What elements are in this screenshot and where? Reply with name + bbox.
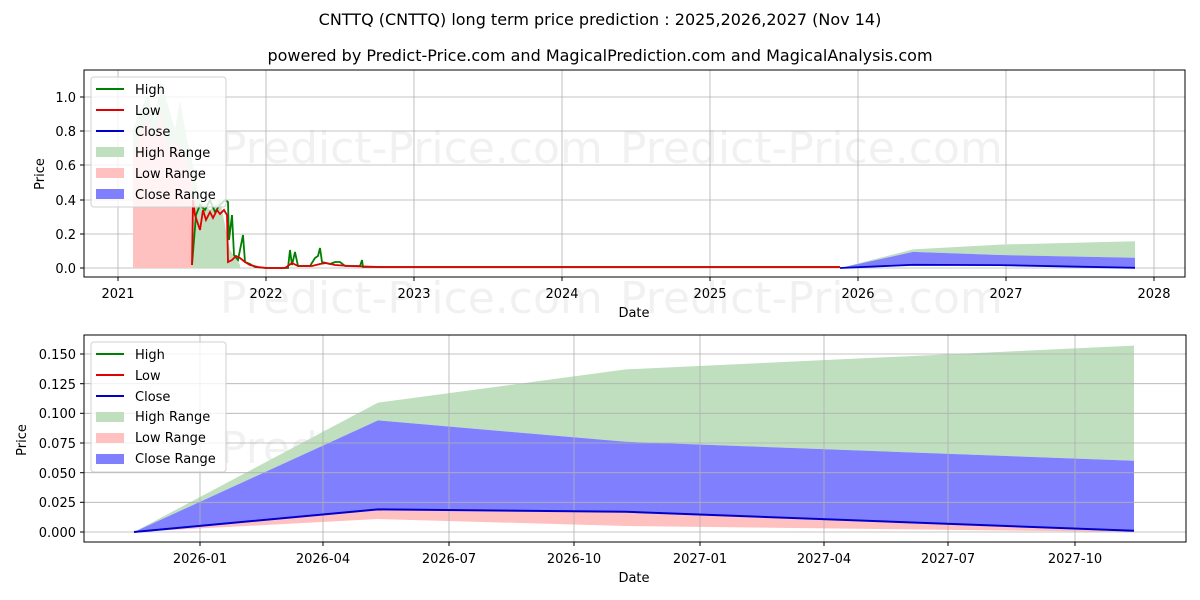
x-tick-label: 2026 (841, 287, 874, 302)
legend-close-range-label: Close Range (135, 188, 216, 203)
legend-close-range-label: Close Range (135, 452, 216, 467)
legend-low-label: Low (135, 104, 161, 119)
y-tick-label: 1.0 (55, 91, 76, 106)
y-tick-label: 0.125 (39, 378, 76, 393)
watermark: Predict-Price.com (220, 273, 603, 324)
x-tick-label: 2028 (1137, 287, 1170, 302)
legend-low-range-swatch (96, 168, 124, 178)
close-line (133, 508, 1135, 533)
legend-low-range-swatch (96, 433, 124, 443)
y-axis: 0.0 0.2 0.4 0.6 0.8 1.0 (55, 91, 84, 277)
legend: High Low Close High Range Low Range Clos… (90, 76, 227, 208)
x-tick-label: 2023 (397, 287, 430, 302)
x-axis: 2026-01 2026-04 2026-07 2026-10 2027-01 … (173, 542, 1102, 567)
x-tick-label: 2022 (249, 287, 282, 302)
x-tick-label: 2025 (693, 287, 726, 302)
x-tick-label: 2021 (101, 287, 134, 302)
y-tick-label: 0.0 (55, 262, 76, 277)
forecast-close-line (839, 263, 1136, 269)
low-line (191, 199, 840, 269)
y-tick-label: 0.8 (55, 125, 76, 140)
chart-title: CNTTQ (CNTTQ) long term price prediction… (318, 10, 882, 29)
x-axis-label: Date (618, 571, 649, 586)
x-tick-label: 2026-10 (547, 552, 601, 567)
y-tick-label: 0.4 (55, 194, 76, 209)
x-axis: 2021 2022 2023 2024 2025 2026 2027 2028 (101, 277, 1171, 302)
plot-frame (83, 334, 1187, 543)
x-tick-label: 2027 (989, 287, 1022, 302)
y-axis-label: Price (15, 424, 30, 456)
y-tick-label: 0.2 (55, 228, 76, 243)
low-range-area (134, 509, 1134, 532)
watermark: Predict-Price.com (220, 123, 603, 174)
top-chart: Predict-Price.com Predict-Price.com Pred… (33, 69, 1186, 324)
legend-close-label: Close (135, 390, 170, 405)
legend-high-range-label: High Range (135, 410, 210, 425)
legend-high-range-swatch (96, 412, 124, 422)
legend-low-range-label: Low Range (135, 431, 206, 446)
x-tick-label: 2026-01 (173, 552, 227, 567)
legend-low-range-label: Low Range (135, 167, 206, 182)
y-axis-label: Price (33, 158, 48, 190)
y-tick-label: 0.000 (39, 526, 76, 541)
legend-high-range-swatch (96, 147, 124, 157)
legend: High Low Close High Range Low Range Clos… (90, 341, 227, 473)
legend-high-label: High (135, 83, 165, 98)
legend-close-range-swatch (96, 189, 124, 199)
x-tick-label: 2027-04 (797, 552, 851, 567)
legend-close-label: Close (135, 125, 170, 140)
legend-high-label: High (135, 348, 165, 363)
x-tick-label: 2027-07 (921, 552, 975, 567)
chart-subtitle: powered by Predict-Price.com and Magical… (267, 46, 933, 65)
legend-close-range-swatch (96, 454, 124, 464)
y-tick-label: 0.150 (39, 348, 76, 363)
x-tick-label: 2027-10 (1048, 552, 1102, 567)
y-axis: 0.000 0.025 0.050 0.075 0.100 0.125 0.15… (39, 348, 84, 541)
legend-high-range-label: High Range (135, 146, 210, 161)
x-tick-label: 2024 (545, 287, 578, 302)
watermark: Predict-Price.com (620, 123, 1003, 174)
x-tick-label: 2026-07 (422, 552, 476, 567)
x-tick-label: 2026-04 (296, 552, 350, 567)
bottom-chart: Predict-Price.com Predict-Price.com (15, 334, 1187, 586)
y-tick-label: 0.050 (39, 467, 76, 482)
close-range-area (134, 420, 1134, 532)
y-tick-label: 0.6 (55, 159, 76, 174)
x-axis-label: Date (618, 306, 649, 321)
forecast-high-range (840, 241, 1135, 268)
plot-frame (83, 69, 1186, 278)
x-tick-label: 2027-01 (673, 552, 727, 567)
legend-low-label: Low (135, 369, 161, 384)
watermark: Predict-Price.com (620, 273, 1003, 324)
y-tick-label: 0.075 (39, 437, 76, 452)
grid (84, 335, 1186, 542)
y-tick-label: 0.100 (39, 407, 76, 422)
y-tick-label: 0.025 (39, 496, 76, 511)
high-range-area (134, 345, 1134, 532)
